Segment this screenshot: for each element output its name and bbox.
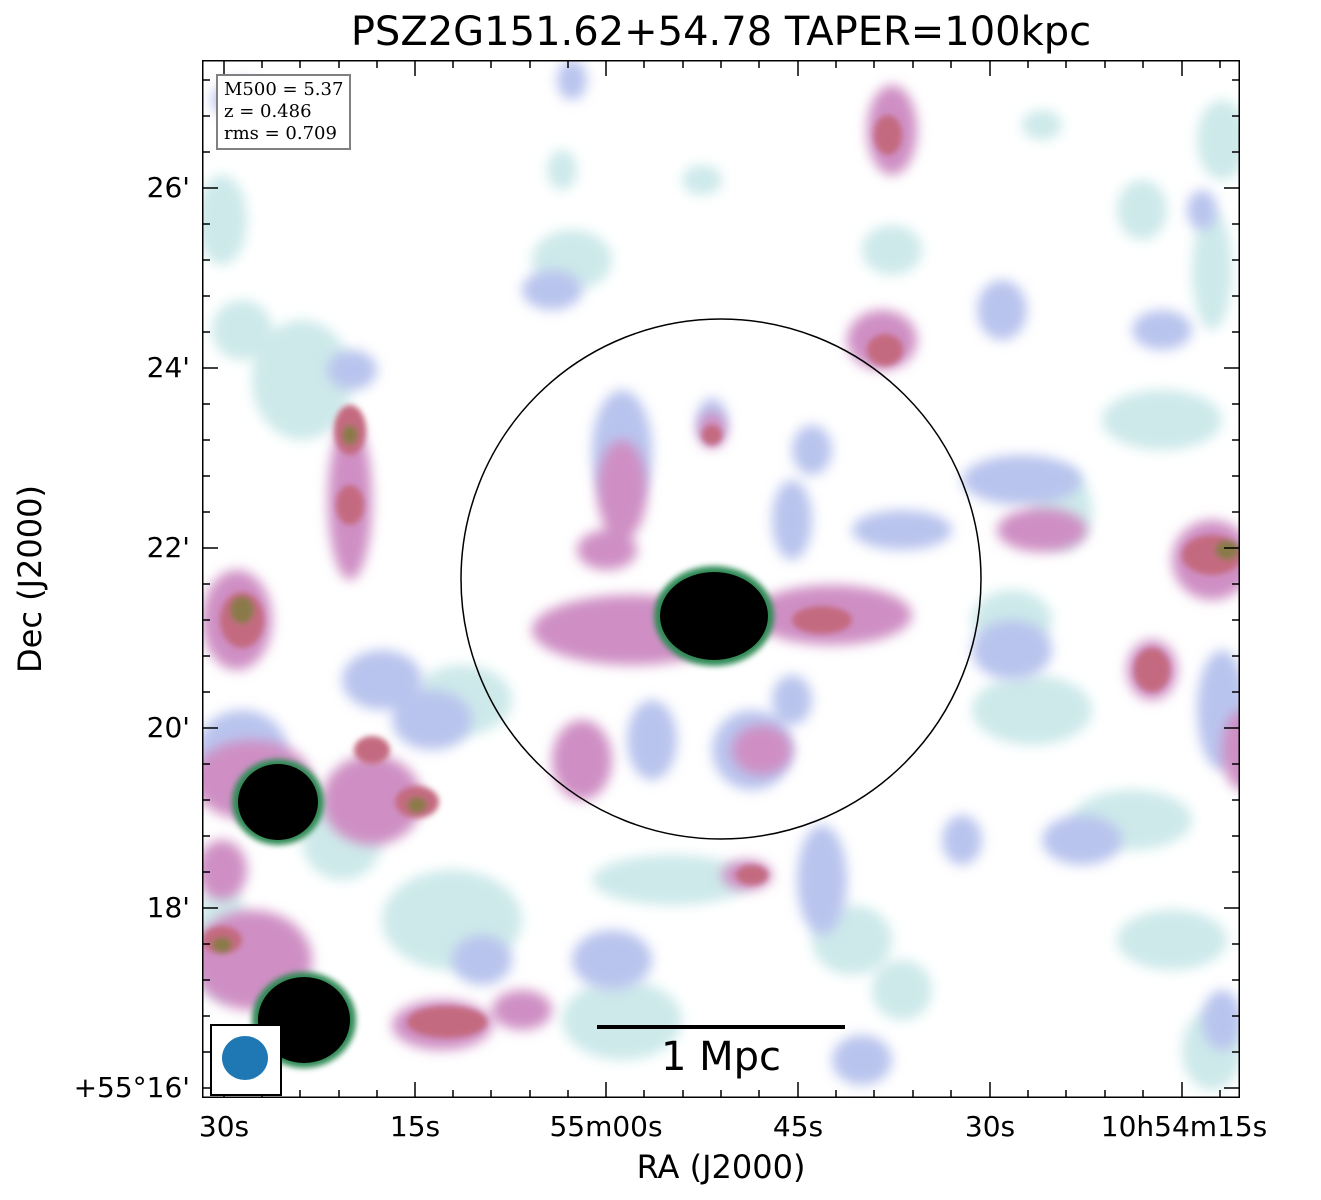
beam-ellipse — [222, 1036, 268, 1080]
info-box: M500 = 5.37 z = 0.486 rms = 0.709 — [216, 74, 352, 150]
y-tick-label: 22' — [146, 531, 190, 564]
y-tick-label: 26' — [146, 171, 190, 204]
y-tick-label: +55°16' — [73, 1071, 190, 1104]
y-tick-label: 20' — [146, 711, 190, 744]
x-tick-label: 55m00s — [549, 1110, 663, 1143]
plot-title: PSZ2G151.62+54.78 TAPER=100kpc — [350, 9, 1092, 55]
bright-emission — [202, 115, 1240, 1038]
m500-label: M500 = 5.37 — [224, 79, 344, 100]
x-tick-label: 30s — [964, 1110, 1016, 1143]
image-panel — [202, 60, 1240, 1098]
y-tick-label: 24' — [146, 351, 190, 384]
scale-bar-label: 1 Mpc — [660, 1034, 782, 1080]
radio-map — [202, 60, 1240, 1098]
axis-ticks — [202, 60, 1240, 1098]
redshift-label: z = 0.486 — [224, 101, 312, 122]
y-tick-label: 18' — [146, 891, 190, 924]
x-tick-label: 15s — [389, 1110, 441, 1143]
x-tick-label: 30s — [198, 1110, 250, 1143]
x-tick-label: 45s — [772, 1110, 824, 1143]
r500-circle — [460, 318, 982, 840]
x-axis-label: RA (J2000) — [636, 1148, 806, 1186]
scale-bar — [597, 1025, 845, 1029]
rms-label: rms = 0.709 — [224, 123, 337, 144]
y-axis-label: Dec (J2000) — [11, 485, 49, 673]
x-tick-label: 10h54m15s — [1100, 1110, 1268, 1143]
beam-box — [210, 1024, 282, 1096]
